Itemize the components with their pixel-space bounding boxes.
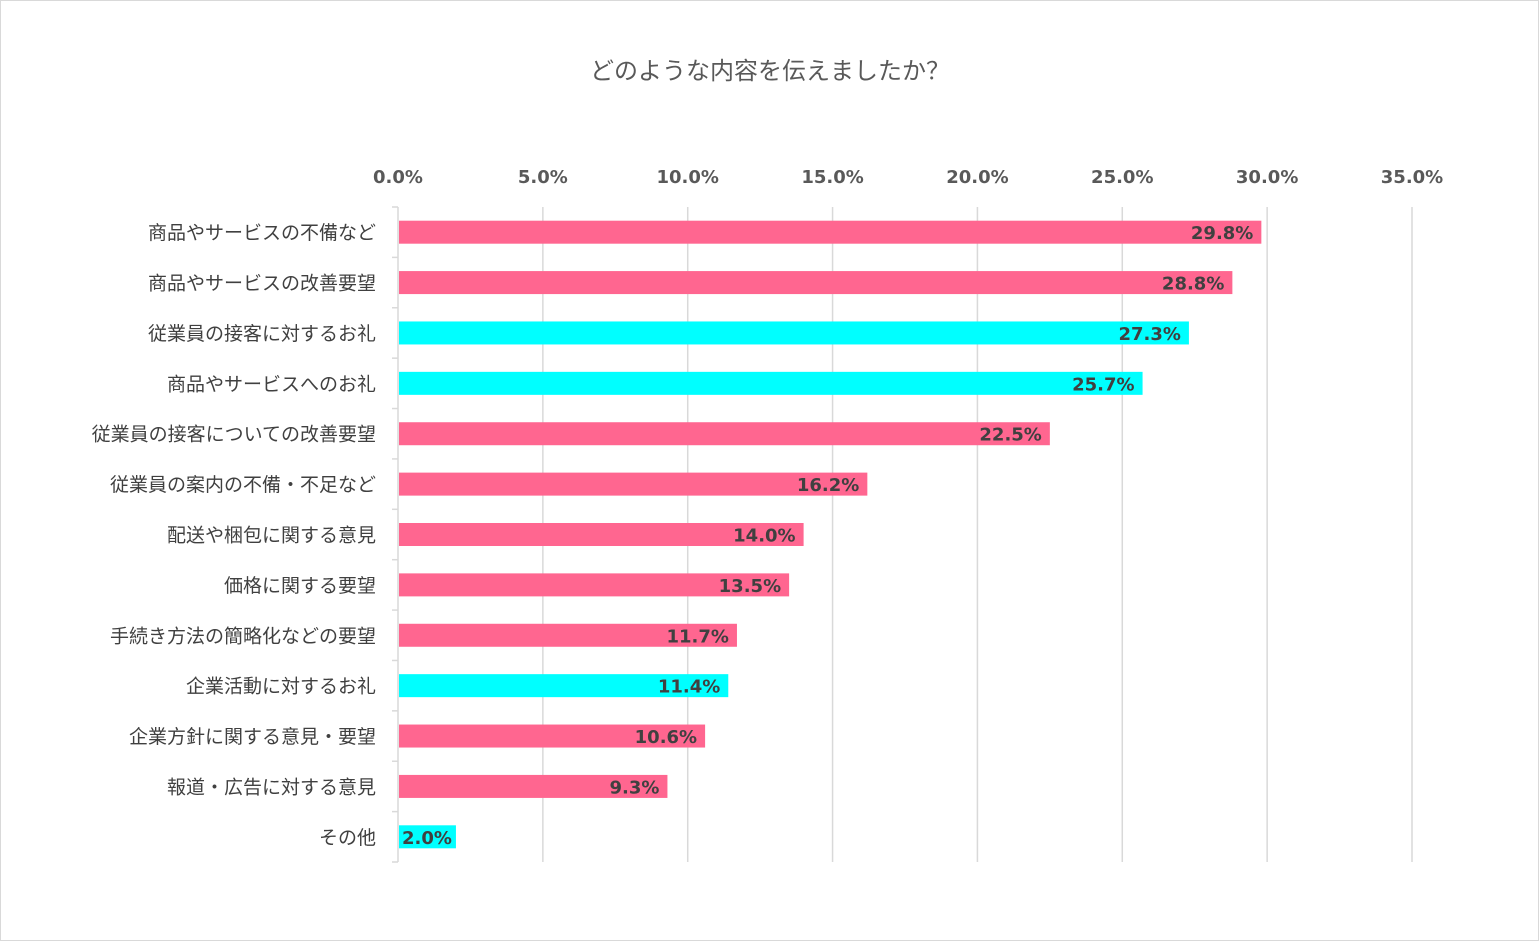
bar (399, 321, 1189, 345)
category-labels: 商品やサービスの不備など商品やサービスの改善要望従業員の接客に対するお礼商品やサ… (92, 222, 376, 849)
category-label: 報道・広告に対する意見 (167, 776, 376, 798)
bar (399, 220, 1262, 244)
bars (399, 220, 1262, 849)
bar (399, 724, 706, 748)
data-label: 11.4% (658, 677, 720, 698)
category-label: 企業方針に関する意見・要望 (129, 726, 376, 748)
data-label: 9.3% (610, 777, 660, 798)
category-label: 価格に関する要望 (224, 575, 376, 597)
data-label: 2.0% (402, 828, 452, 849)
x-tick-label: 15.0% (801, 167, 863, 188)
x-tick-label: 30.0% (1236, 167, 1298, 188)
bar (399, 825, 456, 849)
x-tick-label: 35.0% (1381, 167, 1443, 188)
data-label: 29.8% (1191, 223, 1253, 244)
category-label: 従業員の案内の不備・不足など (110, 474, 376, 496)
bar (399, 523, 804, 546)
x-axis-ticks: 0.0% 5.0% 10.0% 15.0% 20.0% 25.0% 30.0% 35.0% (373, 167, 1443, 188)
x-tick-label: 5.0% (518, 167, 568, 188)
bar (399, 271, 1233, 295)
category-label: 商品やサービスへのお礼 (167, 373, 376, 395)
category-label: 従業員の接客についての改善要望 (92, 424, 376, 446)
data-label: 14.0% (733, 526, 795, 547)
bar (399, 472, 868, 496)
category-label: 企業活動に対するお礼 (186, 676, 376, 698)
data-label: 25.7% (1072, 374, 1134, 395)
bar (399, 774, 668, 798)
x-tick-label: 20.0% (946, 167, 1008, 188)
data-labels: 29.8% 28.8% 27.3% 25.7% 22.5% 16.2% 14.0% 13.5%… (402, 223, 1253, 849)
x-tick-label: 25.0% (1091, 167, 1153, 188)
data-label: 16.2% (797, 475, 859, 496)
bar (399, 573, 790, 597)
data-label: 11.7% (667, 626, 729, 647)
chart-title: どのような内容を伝えましたか？ (590, 57, 950, 85)
data-label: 13.5% (719, 576, 781, 597)
data-label: 28.8% (1162, 274, 1224, 295)
bar (399, 422, 1050, 446)
category-label: 商品やサービスの不備など (148, 222, 376, 244)
bar (399, 674, 729, 698)
gridlines (392, 206, 1413, 863)
x-tick-label: 0.0% (373, 167, 423, 188)
x-tick-label: 10.0% (656, 167, 718, 188)
data-label: 10.6% (635, 727, 697, 748)
category-label: 従業員の接客に対するお礼 (148, 323, 376, 345)
category-label: 配送や梱包に関する意見 (167, 525, 376, 547)
data-label: 27.3% (1118, 324, 1180, 345)
bar (399, 371, 1143, 395)
data-label: 22.5% (979, 425, 1041, 446)
bar (399, 623, 737, 647)
category-label: その他 (319, 827, 376, 849)
category-label: 商品やサービスの改善要望 (148, 273, 376, 295)
category-label: 手続き方法の簡略化などの要望 (110, 625, 376, 647)
